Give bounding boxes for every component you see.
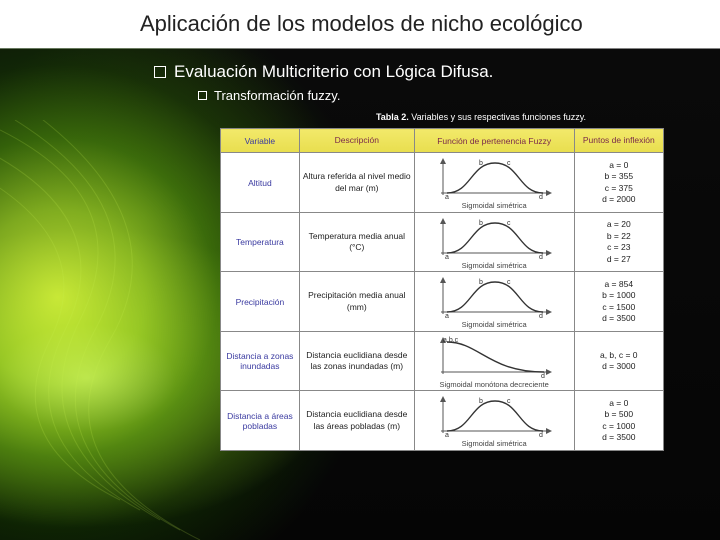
svg-text:d: d [539, 194, 543, 201]
table-row: Precipitación Precipitación media anual … [221, 272, 664, 332]
cell-descripcion: Distancia euclidiana desde las zonas inu… [299, 331, 414, 391]
bullet-2: Transformación fuzzy. [198, 88, 710, 103]
svg-text:c: c [507, 398, 511, 405]
caption-bold: Tabla 2. [376, 112, 409, 122]
th-funcion: Función de pertenencia Fuzzy [414, 129, 574, 153]
table-row: Altitud Altura referida al nivel medio d… [221, 153, 664, 213]
curve-type-label: Sigmoidal simétrica [462, 202, 527, 210]
fuzzy-table: Variable Descripción Función de pertenen… [220, 128, 664, 451]
table-row: Distancia a áreas pobladas Distancia euc… [221, 391, 664, 451]
cell-variable: Distancia a zonas inundadas [221, 331, 300, 391]
table-caption: Tabla 2. Variables y sus respectivas fun… [262, 112, 700, 122]
svg-text:b: b [479, 279, 483, 286]
bullet-block: Evaluación Multicriterio con Lógica Difu… [154, 62, 710, 103]
svg-text:d: d [541, 373, 545, 380]
cell-funcion: a,b,c d Sigmoidal monótona decreciente [414, 331, 574, 391]
th-descripcion: Descripción [299, 129, 414, 153]
cell-variable: Distancia a áreas pobladas [221, 391, 300, 451]
svg-text:c: c [507, 160, 511, 167]
cell-puntos: a = 0b = 355c = 375d = 2000 [574, 153, 663, 213]
cell-funcion: a b c d Sigmoidal simétrica [414, 212, 574, 272]
table-row: Distancia a zonas inundadas Distancia eu… [221, 331, 664, 391]
cell-descripcion: Precipitación media anual (mm) [299, 272, 414, 332]
svg-text:a: a [445, 313, 449, 320]
cell-variable: Temperatura [221, 212, 300, 272]
bullet-1: Evaluación Multicriterio con Lógica Difu… [154, 62, 710, 82]
cell-puntos: a, b, c = 0d = 3000 [574, 331, 663, 391]
slide-title: Aplicación de los modelos de nicho ecoló… [140, 11, 583, 37]
svg-text:d: d [539, 313, 543, 320]
cell-descripcion: Distancia euclidiana desde las áreas pob… [299, 391, 414, 451]
curve-type-label: Sigmoidal simétrica [462, 440, 527, 448]
cell-puntos: a = 0b = 500c = 1000d = 3500 [574, 391, 663, 451]
cell-funcion: a b c d Sigmoidal simétrica [414, 153, 574, 213]
cell-puntos: a = 854b = 1000c = 1500d = 3500 [574, 272, 663, 332]
title-bar: Aplicación de los modelos de nicho ecoló… [0, 0, 720, 48]
svg-text:a,b,c: a,b,c [443, 337, 459, 344]
svg-text:a: a [445, 254, 449, 261]
th-puntos: Puntos de inflexión [574, 129, 663, 153]
caption-rest: Variables y sus respectivas funciones fu… [409, 112, 586, 122]
cell-variable: Precipitación [221, 272, 300, 332]
cell-descripcion: Altura referida al nivel medio del mar (… [299, 153, 414, 213]
bullet-2-text: Transformación fuzzy. [214, 88, 340, 103]
curve-type-label: Sigmoidal simétrica [462, 321, 527, 329]
th-variable: Variable [221, 129, 300, 153]
svg-text:d: d [539, 432, 543, 439]
cell-descripcion: Temperatura media anual (°C) [299, 212, 414, 272]
svg-text:a: a [445, 194, 449, 201]
table-header-row: Variable Descripción Función de pertenen… [221, 129, 664, 153]
cell-funcion: a b c d Sigmoidal simétrica [414, 272, 574, 332]
bullet-box-icon [198, 91, 207, 100]
cell-puntos: a = 20b = 22c = 23d = 27 [574, 212, 663, 272]
curve-type-label: Sigmoidal monótona decreciente [440, 381, 549, 389]
svg-text:b: b [479, 398, 483, 405]
svg-text:b: b [479, 220, 483, 227]
svg-text:c: c [507, 220, 511, 227]
bullet-1-text: Evaluación Multicriterio con Lógica Difu… [174, 62, 493, 81]
svg-text:b: b [479, 160, 483, 167]
curve-type-label: Sigmoidal simétrica [462, 262, 527, 270]
svg-text:a: a [445, 432, 449, 439]
svg-text:c: c [507, 279, 511, 286]
cell-funcion: a b c d Sigmoidal simétrica [414, 391, 574, 451]
bullet-box-icon [154, 66, 166, 78]
table-row: Temperatura Temperatura media anual (°C)… [221, 212, 664, 272]
svg-text:d: d [539, 254, 543, 261]
cell-variable: Altitud [221, 153, 300, 213]
